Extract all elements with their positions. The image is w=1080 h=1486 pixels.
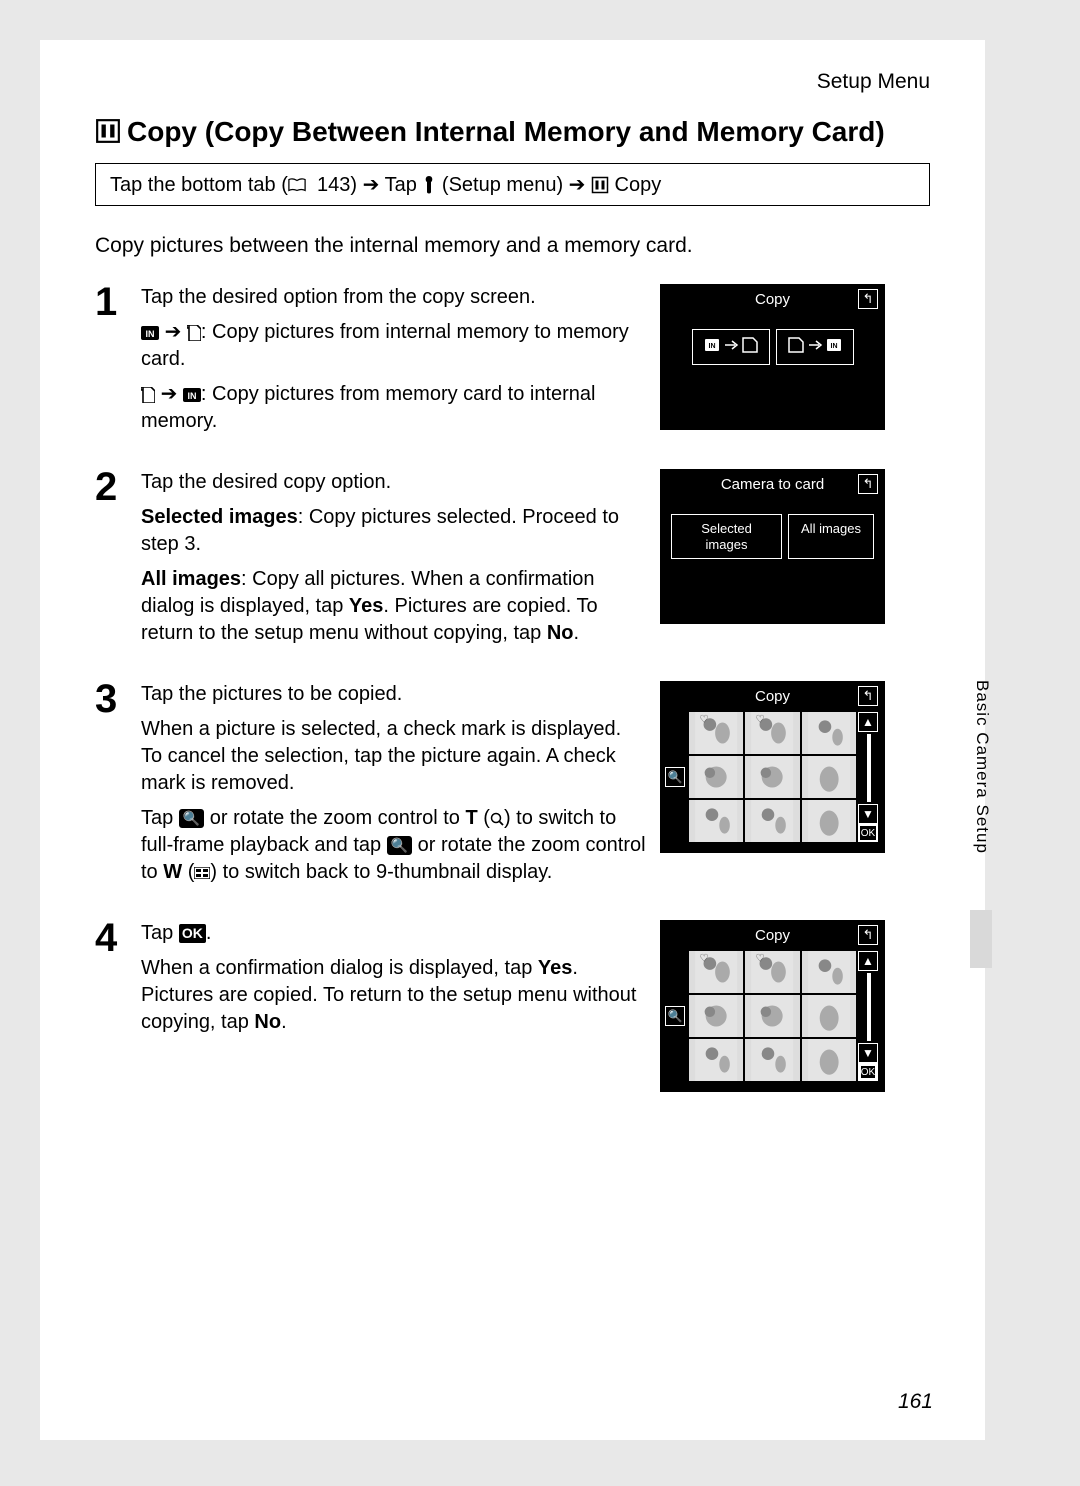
back-button[interactable]: ↰ [858, 925, 878, 945]
thumbnail[interactable] [802, 712, 856, 754]
thumbnail[interactable] [745, 800, 799, 842]
step-heading: Tap OK. [141, 920, 646, 947]
scroll-up-button[interactable]: ▲ [858, 712, 878, 732]
scroll-up-button[interactable]: ▲ [858, 951, 878, 971]
thumbnail[interactable] [802, 951, 856, 993]
ok-button[interactable]: OK [858, 1063, 878, 1081]
screen-title: Copy [755, 927, 790, 944]
book-icon [288, 178, 306, 192]
back-button[interactable]: ↰ [858, 474, 878, 494]
step-number: 2 [95, 469, 127, 505]
thumbnail[interactable] [745, 995, 799, 1037]
svg-text:IN: IN [830, 343, 837, 350]
svg-text:♡: ♡ [699, 714, 708, 726]
thumbnail-grid: ♡ ♡ [689, 712, 856, 842]
step-1: 1 Tap the desired option from the copy s… [95, 284, 930, 443]
back-button[interactable]: ↰ [858, 289, 878, 309]
svg-text:♡: ♡ [756, 953, 765, 965]
nav-path-box: Tap the bottom tab ( 143) ➔ Tap (Setup m… [95, 163, 930, 206]
scrollbar[interactable] [867, 734, 871, 802]
thumbnail[interactable]: ♡ [689, 712, 743, 754]
thumbnail-icon [194, 867, 210, 879]
step-4: 4 Tap OK. When a confirmation dialog is … [95, 920, 930, 1092]
manual-page: Setup Menu Copy (Copy Between Internal M… [40, 40, 985, 1440]
side-tab-marker [970, 910, 992, 968]
intro-text: Copy pictures between the internal memor… [95, 234, 930, 258]
thumbnail[interactable] [689, 995, 743, 1037]
step-number: 1 [95, 284, 127, 320]
card-to-camera-option[interactable]: IN [776, 329, 854, 365]
svg-text:IN: IN [146, 329, 155, 339]
camera-screen-4: Copy ↰ 🔍 ♡ ♡ [660, 920, 885, 1092]
thumbnail[interactable]: ♡ [745, 951, 799, 993]
wrench-icon [422, 176, 436, 194]
card-icon [141, 387, 155, 403]
zoom-out-icon: 🔍 [387, 836, 412, 855]
svg-text:IN: IN [708, 343, 715, 350]
in-memory-icon: IN [141, 326, 159, 340]
thumbnail[interactable] [802, 800, 856, 842]
zoom-button[interactable]: 🔍 [665, 1006, 685, 1026]
thumbnail[interactable]: ♡ [745, 712, 799, 754]
thumbnail[interactable] [802, 995, 856, 1037]
thumbnail[interactable] [689, 800, 743, 842]
thumbnail[interactable] [802, 1039, 856, 1081]
section-title: Copy (Copy Between Internal Memory and M… [95, 114, 930, 149]
svg-text:♡: ♡ [699, 953, 708, 965]
page-number: 161 [898, 1390, 933, 1414]
back-button[interactable]: ↰ [858, 686, 878, 706]
card-icon [187, 325, 201, 341]
thumbnail[interactable] [745, 756, 799, 798]
thumbnail[interactable] [745, 1039, 799, 1081]
thumbnail[interactable] [689, 1039, 743, 1081]
scroll-down-button[interactable]: ▼ [858, 1043, 878, 1063]
zoom-in-icon: 🔍 [179, 809, 204, 828]
thumbnail[interactable]: ♡ [689, 951, 743, 993]
step-number: 4 [95, 920, 127, 956]
step-3: 3 Tap the pictures to be copied. When a … [95, 681, 930, 894]
ok-button[interactable]: OK [858, 824, 878, 842]
svg-text:IN: IN [187, 391, 196, 401]
in-memory-icon: IN [183, 388, 201, 402]
screen-title: Copy [755, 688, 790, 705]
thumbnail[interactable] [689, 756, 743, 798]
step-heading: Tap the desired option from the copy scr… [141, 284, 646, 311]
copy-card-icon-small [591, 176, 609, 194]
thumbnail[interactable] [802, 756, 856, 798]
selected-images-option[interactable]: Selected images [671, 514, 782, 559]
ok-icon: OK [179, 924, 206, 943]
zoom-button[interactable]: 🔍 [665, 767, 685, 787]
screen-title: Copy [755, 291, 790, 308]
breadcrumb: Setup Menu [95, 70, 930, 94]
magnifier-icon [490, 812, 504, 826]
step-number: 3 [95, 681, 127, 717]
camera-screen-3: Copy ↰ 🔍 ♡ ♡ [660, 681, 885, 853]
all-images-option[interactable]: All images [788, 514, 874, 559]
step-2: 2 Tap the desired copy option. Selected … [95, 469, 930, 655]
thumbnail-grid: ♡ ♡ [689, 951, 856, 1081]
camera-screen-1: Copy ↰ IN IN [660, 284, 885, 430]
scroll-down-button[interactable]: ▼ [858, 804, 878, 824]
svg-text:♡: ♡ [756, 714, 765, 726]
copy-card-icon [95, 118, 121, 144]
step-heading: Tap the desired copy option. [141, 469, 646, 496]
step-heading: Tap the pictures to be copied. [141, 681, 646, 708]
scrollbar[interactable] [867, 973, 871, 1041]
screen-title: Camera to card [721, 476, 824, 493]
camera-screen-2: Camera to card ↰ Selected images All ima… [660, 469, 885, 624]
camera-to-card-option[interactable]: IN [692, 329, 770, 365]
side-tab-label: Basic Camera Setup [972, 680, 992, 854]
